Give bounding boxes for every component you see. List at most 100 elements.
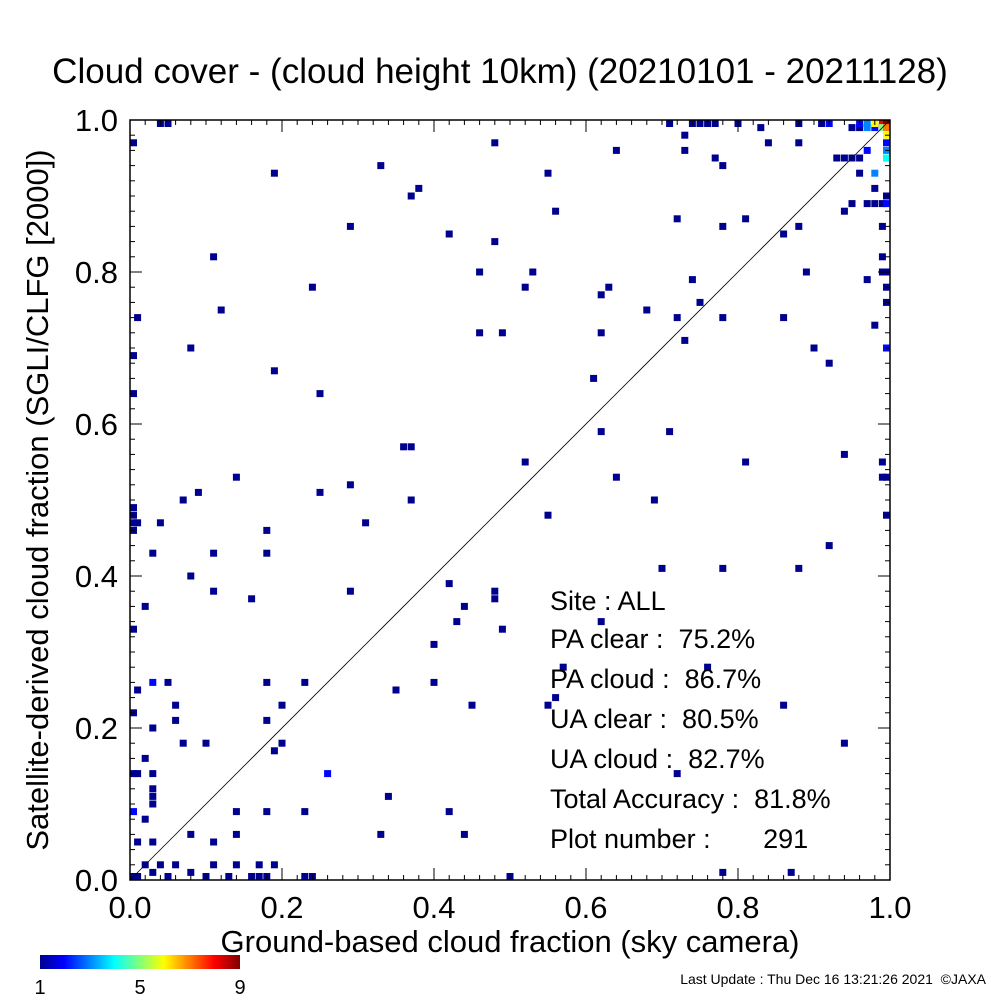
heatmap-cell bbox=[156, 861, 164, 869]
heatmap-cell bbox=[491, 587, 499, 595]
stat-pa-clear: PA clear : 75.2% bbox=[550, 624, 756, 654]
heatmap-cell bbox=[263, 808, 271, 816]
heatmap-cell bbox=[316, 488, 324, 496]
heatmap-cell bbox=[590, 374, 598, 382]
heatmap-cell bbox=[149, 549, 157, 557]
heatmap-cell bbox=[263, 549, 271, 557]
heatmap-cell bbox=[883, 139, 890, 147]
heatmap-cell bbox=[719, 222, 727, 230]
x-axis-label: Ground-based cloud fraction (sky camera) bbox=[221, 924, 800, 959]
heatmap-cell bbox=[194, 488, 202, 496]
last-update-footer: Last Update : Thu Dec 16 13:21:26 2021 ©… bbox=[680, 971, 986, 987]
heatmap-cell bbox=[301, 678, 309, 686]
heatmap-cell bbox=[673, 215, 681, 223]
stat-pa-cloud: PA cloud : 86.7% bbox=[550, 664, 762, 694]
heatmap-cell bbox=[172, 716, 180, 724]
heatmap-cell bbox=[883, 154, 890, 162]
y-tick-label: 1.0 bbox=[75, 103, 118, 138]
heatmap-cell bbox=[130, 352, 137, 360]
heatmap-cell bbox=[605, 283, 613, 291]
heatmap-cell bbox=[863, 200, 871, 208]
heatmap-cell bbox=[833, 154, 841, 162]
heatmap-cell bbox=[856, 169, 864, 177]
heatmap-cell bbox=[187, 344, 195, 352]
heatmap-cell bbox=[400, 443, 408, 451]
heatmap-cell bbox=[270, 861, 278, 869]
heatmap-cell bbox=[848, 124, 856, 132]
heatmap-cell bbox=[878, 458, 886, 466]
heatmap-cell bbox=[719, 162, 727, 170]
heatmap-cell bbox=[377, 830, 385, 838]
heatmap-cell bbox=[217, 306, 225, 314]
colorbar-tick-label: 1 bbox=[34, 977, 45, 999]
heatmap-cell bbox=[149, 868, 157, 876]
heatmap-cell bbox=[149, 785, 157, 793]
heatmap-cell bbox=[871, 169, 879, 177]
heatmap-cell bbox=[415, 184, 423, 192]
heatmap-cell bbox=[149, 678, 157, 686]
heatmap-cell bbox=[141, 602, 149, 610]
heatmap-cell bbox=[156, 519, 164, 527]
heatmap-cell bbox=[141, 754, 149, 762]
heatmap-cell bbox=[149, 800, 157, 808]
heatmap-cell bbox=[210, 587, 218, 595]
stat-ua-cloud: UA cloud : 82.7% bbox=[550, 744, 765, 774]
heatmap-cell bbox=[742, 458, 750, 466]
heatmap-cell bbox=[878, 120, 886, 127]
heatmap-cell bbox=[696, 120, 704, 127]
heatmap-cell bbox=[430, 640, 438, 648]
heatmap-cell bbox=[460, 830, 468, 838]
heatmap-cell bbox=[324, 770, 332, 778]
heatmap-cell bbox=[445, 580, 453, 588]
heatmap-cell bbox=[278, 739, 286, 747]
heatmap-cell bbox=[316, 390, 324, 398]
heatmap-cell bbox=[840, 154, 848, 162]
x-tick-label: 0.4 bbox=[412, 890, 455, 925]
heatmap-cell bbox=[529, 268, 537, 276]
heatmap-cell bbox=[491, 139, 499, 147]
heatmap-cell bbox=[149, 838, 157, 846]
heatmap-cell bbox=[498, 625, 506, 633]
heatmap-cell bbox=[863, 124, 871, 132]
colorbar-tick-labels: 1 5 9 bbox=[34, 977, 245, 999]
heatmap-cell bbox=[392, 686, 400, 694]
heatmap-cell bbox=[172, 861, 180, 869]
x-tick-label: 1.0 bbox=[868, 890, 911, 925]
stat-ua-clear: UA clear : 80.5% bbox=[550, 704, 759, 734]
heatmap-cell bbox=[871, 124, 879, 132]
heatmap-cell bbox=[780, 701, 788, 709]
heatmap-cell bbox=[179, 739, 187, 747]
heatmap-cell bbox=[134, 770, 142, 778]
heatmap-cell bbox=[825, 542, 833, 550]
heatmap-cell bbox=[552, 694, 560, 702]
heatmap-cell bbox=[544, 701, 552, 709]
heatmap-cell bbox=[863, 146, 871, 154]
heatmap-cell bbox=[521, 458, 529, 466]
heatmap-cell bbox=[445, 808, 453, 816]
heatmap-cell bbox=[810, 344, 818, 352]
heatmap-cell bbox=[308, 283, 316, 291]
heatmap-cell bbox=[883, 200, 890, 208]
heatmap-cell bbox=[255, 873, 263, 880]
heatmap-cell bbox=[141, 815, 149, 823]
heatmap-cell bbox=[210, 549, 218, 557]
heatmap-cell bbox=[840, 739, 848, 747]
y-tick-label: 0.6 bbox=[75, 407, 118, 442]
heatmap-cell bbox=[871, 321, 879, 329]
heatmap-cell bbox=[711, 154, 719, 162]
heatmap-cell bbox=[643, 306, 651, 314]
heatmap-cell bbox=[681, 336, 689, 344]
heatmap-cell bbox=[149, 724, 157, 732]
heatmap-cell bbox=[757, 124, 765, 132]
heatmap-cell bbox=[164, 678, 172, 686]
heatmap-cell bbox=[172, 701, 180, 709]
heatmap-cell bbox=[270, 169, 278, 177]
heatmap-cell bbox=[521, 283, 529, 291]
heatmap-cell bbox=[878, 222, 886, 230]
heatmap-cell bbox=[476, 268, 484, 276]
heatmap-cell bbox=[346, 481, 354, 489]
heatmap-cell bbox=[666, 428, 674, 436]
heatmap-cell bbox=[742, 215, 750, 223]
heatmap-cell bbox=[871, 184, 879, 192]
heatmap-cell bbox=[301, 808, 309, 816]
